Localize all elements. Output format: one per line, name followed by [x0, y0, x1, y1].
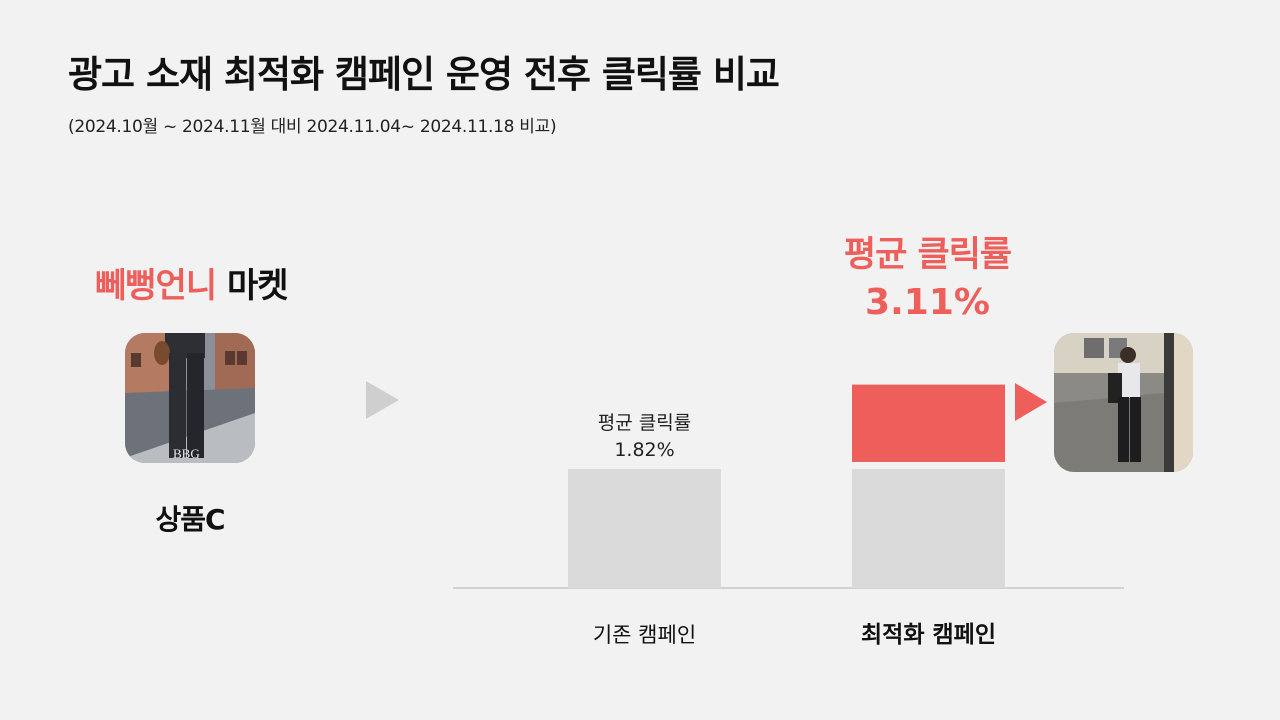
brand-name: 뻬뻥언니 마켓 — [95, 258, 289, 307]
arrow-right-red-icon — [1015, 383, 1047, 421]
bar-existing-campaign — [568, 468, 721, 588]
arrow-right-gray-icon — [366, 381, 399, 419]
bar-optimized-campaign-increase — [852, 384, 1005, 462]
x-tick-label-1: 기존 캠페인 — [593, 623, 696, 647]
photo-caption: BBG — [173, 446, 200, 461]
x-tick-label-2: 최적화 캠페인 — [861, 622, 996, 648]
page-title: 광고 소재 최적화 캠페인 운영 전후 클릭률 비교 — [68, 53, 780, 96]
data-label-existing-line-2: 1.82% — [614, 439, 674, 461]
brand-name-accent: 뻬뻥언니 — [95, 266, 217, 306]
highlight-label: 평균 클릭률 — [843, 235, 1012, 275]
data-label-existing-line-1: 평균 클릭률 — [598, 412, 691, 434]
page-subtitle: (2024.10월 ~ 2024.11월 대비 2024.11.04~ 2024… — [68, 117, 557, 137]
highlight-number: 3.11% — [865, 282, 990, 323]
brand-name-rest: 마켓 — [216, 266, 289, 306]
product-photo-left: BBG — [125, 333, 255, 463]
product-photo-right — [1054, 333, 1193, 472]
bar-optimized-campaign-base — [852, 468, 1005, 588]
highlight-value: 평균 클릭률 3.11% — [800, 232, 1055, 326]
product-label: 상품C — [155, 503, 225, 536]
